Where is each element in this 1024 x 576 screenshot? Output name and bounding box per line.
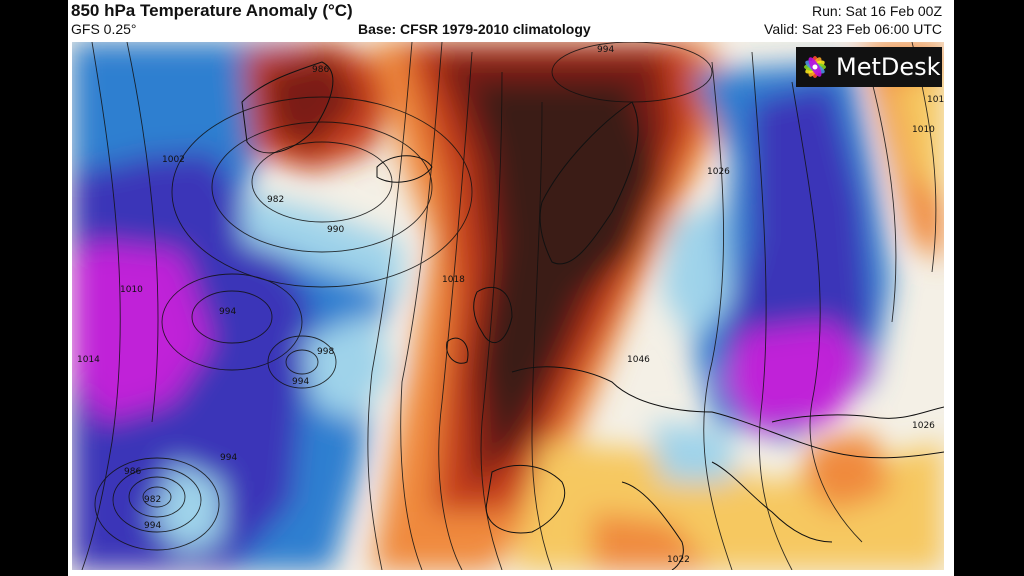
anomaly-field (72, 42, 944, 570)
isobar-label: 982 (267, 195, 284, 205)
isobar-label: 994 (219, 307, 236, 317)
isobar-label: 998 (317, 347, 334, 357)
run-time-label: Run: Sat 16 Feb 00Z (812, 3, 942, 19)
metdesk-logo-text: MetDesk (836, 53, 941, 81)
climatology-base-label: Base: CFSR 1979-2010 climatology (358, 21, 591, 37)
isobar-label: 986 (312, 65, 329, 75)
model-label: GFS 0.25° (71, 21, 137, 37)
isobar-label: 1002 (162, 155, 185, 165)
isobar-labels: 994 986 982 990 994 998 994 1010 1014 10… (77, 45, 944, 565)
metdesk-logo-icon (804, 56, 826, 78)
chart-title: 850 hPa Temperature Anomaly (°C) (71, 1, 353, 20)
isobar-label: 986 (124, 467, 141, 477)
isobar-label: 1018 (442, 275, 465, 285)
chart-panel: 850 hPa Temperature Anomaly (°C) GFS 0.2… (68, 0, 954, 576)
map-canvas: 994 986 982 990 994 998 994 1010 1014 10… (72, 42, 944, 570)
valid-time-label: Valid: Sat 23 Feb 06:00 UTC (764, 21, 942, 37)
isobars (81, 42, 937, 570)
chart-header: 850 hPa Temperature Anomaly (°C) GFS 0.2… (68, 0, 954, 42)
isobar-label: 994 (220, 453, 237, 463)
isobar-label: 1010 (120, 285, 143, 295)
isobar-label: 1010 (912, 125, 935, 135)
isobar-label: 994 (144, 521, 161, 531)
isobar-label: 1026 (912, 421, 935, 431)
isobar-label: 990 (327, 225, 344, 235)
coastlines (241, 61, 944, 570)
anomaly-map: 994 986 982 990 994 998 994 1010 1014 10… (72, 42, 944, 570)
isobar-label: 994 (597, 45, 614, 55)
isobar-label: 1022 (667, 555, 690, 565)
isobar-label: 982 (144, 495, 161, 505)
isobar-label: 1018 (927, 95, 944, 105)
isobar-label: 994 (292, 377, 309, 387)
metdesk-logo: MetDesk (796, 47, 942, 87)
isobar-label: 1046 (627, 355, 650, 365)
isobar-label: 1014 (77, 355, 100, 365)
isobar-label: 1026 (707, 167, 730, 177)
